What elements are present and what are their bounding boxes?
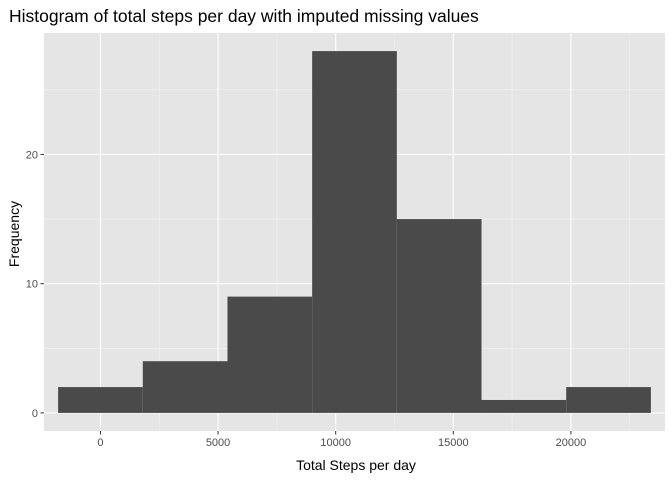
x-tick-label: 0: [97, 437, 103, 449]
histogram-bar-4: [312, 51, 397, 413]
histogram-bar-5: [396, 219, 482, 413]
chart-title: Histogram of total steps per day with im…: [9, 6, 479, 26]
histogram-bar-2: [142, 361, 228, 413]
x-axis-title: Total Steps per day: [296, 457, 416, 473]
x-tick-label: 20000: [556, 437, 587, 449]
histogram-bar-1: [58, 387, 143, 413]
y-tick-label: 10: [26, 279, 38, 291]
y-tick-label: 0: [32, 408, 38, 420]
x-tick-label: 5000: [206, 437, 230, 449]
y-tick-label: 20: [26, 149, 38, 161]
x-tick-label: 15000: [438, 437, 469, 449]
histogram-bar-6: [481, 399, 567, 413]
y-axis: 0 10 20: [26, 149, 44, 420]
histogram-bar-3: [227, 296, 313, 413]
x-tick-label: 10000: [320, 437, 351, 449]
histogram-bar-7: [566, 387, 651, 413]
x-axis: 0 5000 10000 15000 20000: [97, 431, 586, 449]
histogram-bars: [58, 51, 651, 413]
y-axis-title: Frequency: [6, 201, 22, 267]
